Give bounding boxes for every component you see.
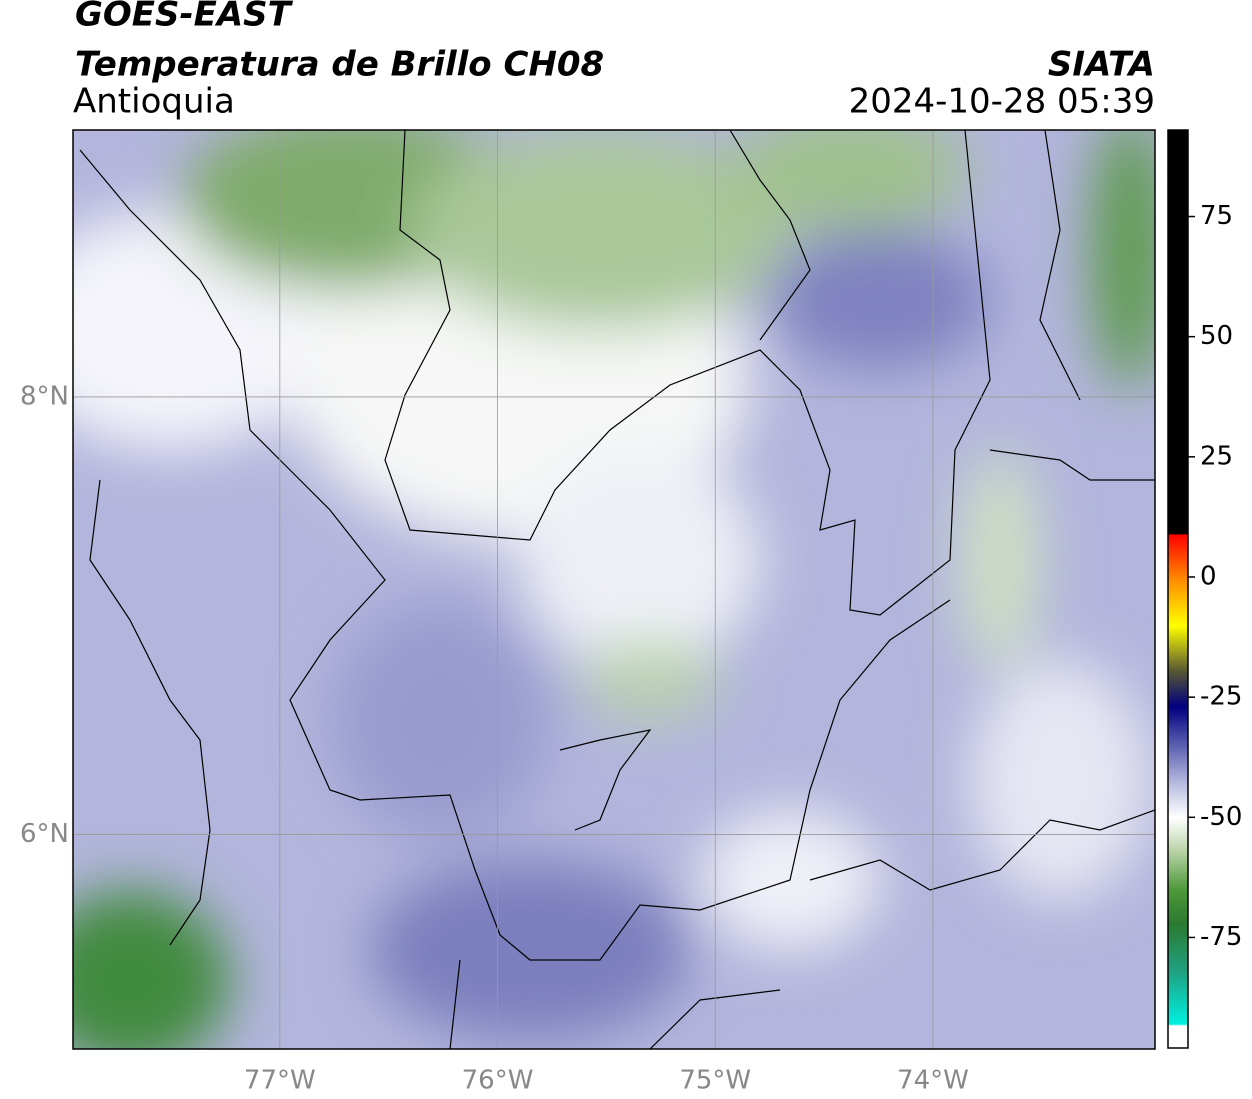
x-tick-label: 77°W xyxy=(244,1066,316,1096)
y-tick-label: 8°N xyxy=(20,381,69,411)
x-tick-label: 76°W xyxy=(462,1066,534,1096)
colorbar-tick-label: 0 xyxy=(1200,561,1217,591)
x-tick-label: 75°W xyxy=(679,1066,751,1096)
colorbar-tick-label: -50 xyxy=(1200,802,1242,832)
region: Antioquia xyxy=(73,82,235,122)
colorbar-tick-label: 50 xyxy=(1200,321,1233,351)
colorbar-tick-label: -25 xyxy=(1200,682,1242,712)
source: SIATA xyxy=(1048,45,1155,85)
colorbar-tick-label: -75 xyxy=(1200,922,1242,952)
title: GOES-EAST xyxy=(75,0,294,35)
colorbar-tick-label: 25 xyxy=(1200,441,1233,471)
colorbar-tick-label: 75 xyxy=(1200,201,1233,231)
datetime: 2024-10-28 05:39 xyxy=(849,82,1155,122)
map-frame xyxy=(72,129,1156,1050)
colorbar xyxy=(1167,129,1189,1049)
y-tick-label: 6°N xyxy=(20,819,69,849)
x-tick-label: 74°W xyxy=(897,1066,969,1096)
satellite-image xyxy=(73,130,1155,1049)
subtitle: Temperatura de Brillo CH08 xyxy=(75,45,604,85)
